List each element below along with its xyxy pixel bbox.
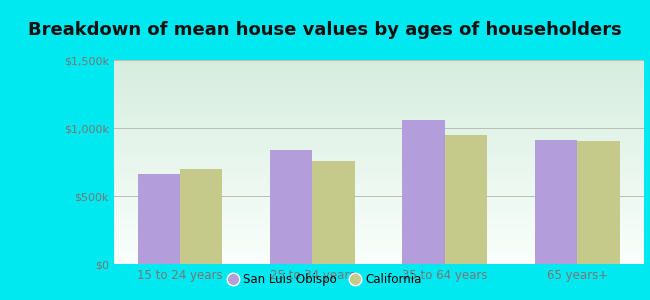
Bar bbox=[138, 174, 180, 264]
Bar bbox=[445, 135, 488, 264]
Legend: San Luis Obispo, California: San Luis Obispo, California bbox=[224, 269, 426, 291]
Bar bbox=[402, 120, 445, 264]
Bar bbox=[180, 169, 222, 264]
Bar bbox=[577, 141, 619, 264]
Text: Breakdown of mean house values by ages of householders: Breakdown of mean house values by ages o… bbox=[28, 21, 622, 39]
Bar bbox=[270, 150, 313, 264]
Bar bbox=[535, 140, 577, 264]
Bar bbox=[313, 160, 355, 264]
